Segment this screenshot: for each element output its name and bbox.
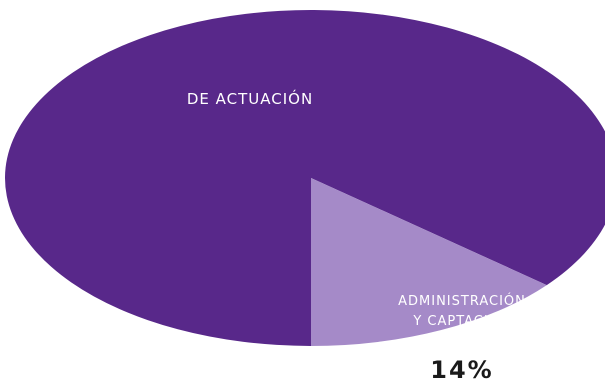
slice-label-line-2: Y CAPTACIÓN: [412, 313, 510, 329]
slice-label-line-3: DE FONDOS: [418, 334, 505, 349]
slice-percent-label: 14%: [430, 356, 493, 384]
slice-label-line-1: ADMINISTRACIÓN: [398, 293, 526, 309]
slice-label-de-actuacion: DE ACTUACIÓN: [187, 89, 313, 108]
pie-slice-de-actuacion: [5, 10, 605, 346]
pie-slice-administracion: [311, 178, 547, 346]
